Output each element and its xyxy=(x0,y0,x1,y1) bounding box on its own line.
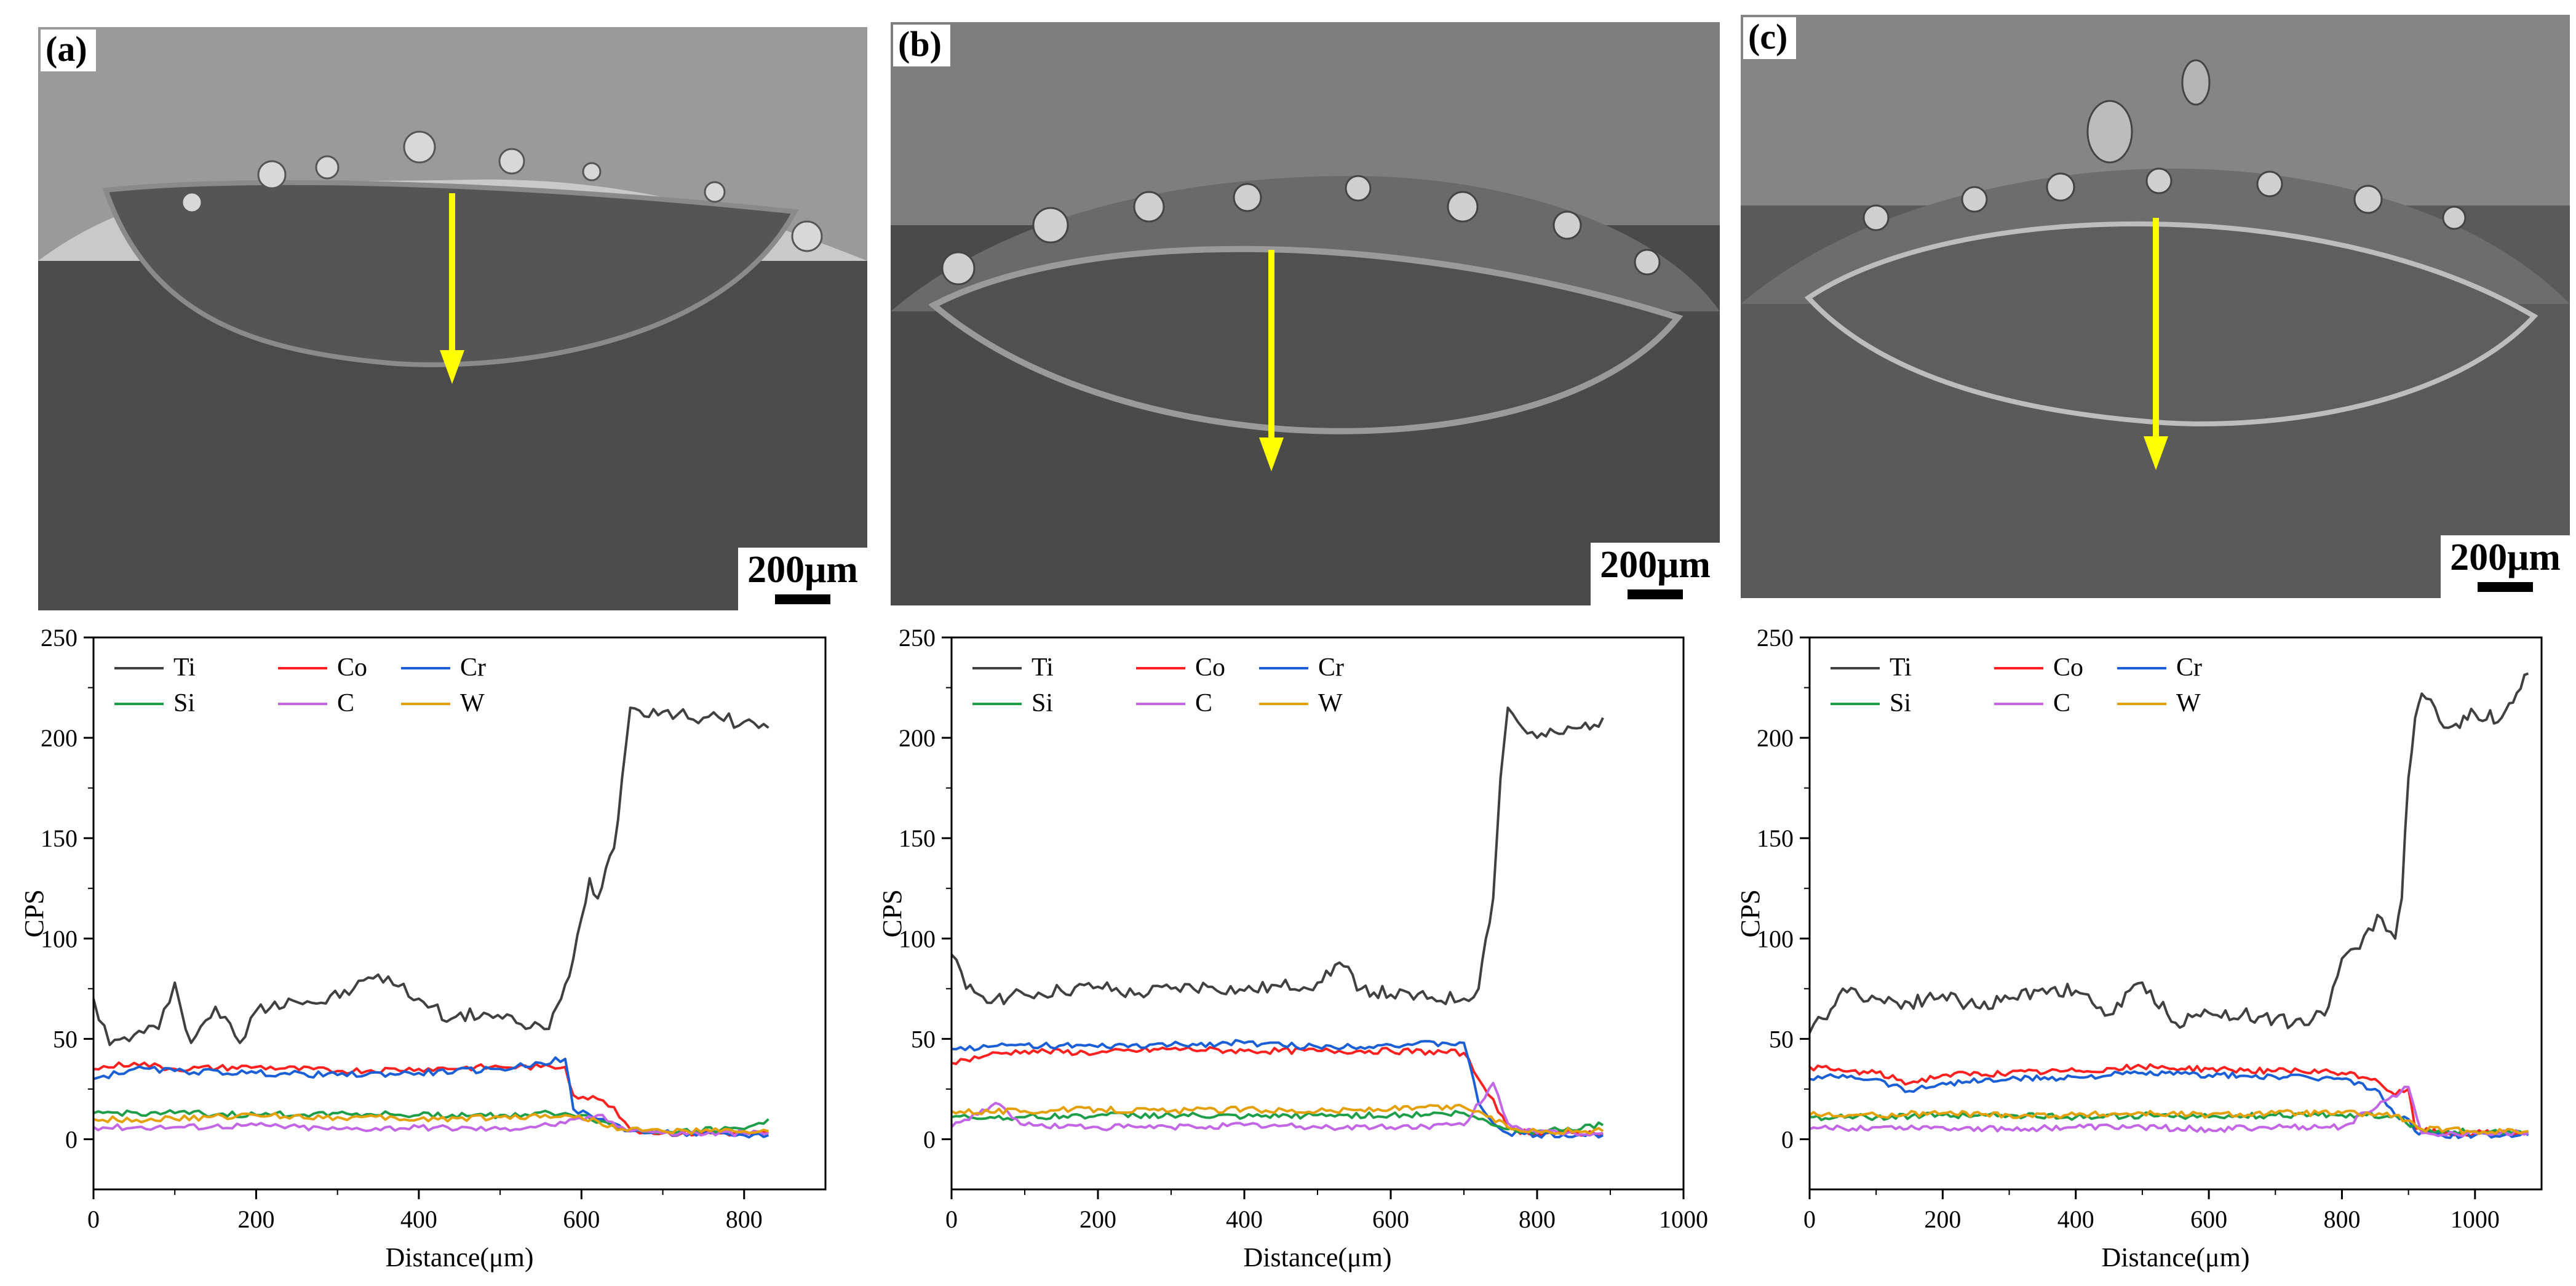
scale-bar-c: 200μm xyxy=(2441,535,2570,598)
y-tick-label: 100 xyxy=(1757,925,1794,953)
x-tick-label: 800 xyxy=(726,1205,763,1233)
sem-image-b-graphic xyxy=(891,22,1720,605)
scale-text-b: 200μm xyxy=(1600,544,1711,586)
sem-image-a-graphic xyxy=(38,27,867,610)
panel-label-b: (b) xyxy=(893,25,950,66)
series-line-si xyxy=(951,1109,1604,1135)
x-tick-label: 400 xyxy=(400,1205,437,1233)
legend-label-w: W xyxy=(1318,689,1343,717)
y-axis-label: CPS xyxy=(19,889,49,937)
line-scan-chart-b: 0 200 400 600 800 1000 0 50 100 150 200 250 Distance… xyxy=(877,624,1708,1272)
panel-label-c: (c) xyxy=(1743,17,1797,59)
sem-image-b: (b) 200μm xyxy=(891,22,1720,605)
plot-frame xyxy=(1808,636,2543,1191)
y-tick-label: 200 xyxy=(1757,724,1794,752)
series-line-co xyxy=(1808,1063,2529,1137)
y-tick-label: 0 xyxy=(65,1125,78,1153)
y-tick-label: 250 xyxy=(899,624,936,652)
series-line-co xyxy=(951,1046,1604,1137)
y-tick-label: 0 xyxy=(1781,1125,1794,1153)
y-tick-label: 150 xyxy=(41,825,78,852)
sem-image-c: (c) 200μm xyxy=(1741,15,2570,598)
scale-text-a: 200μm xyxy=(747,549,858,591)
series-line-cr xyxy=(1809,1070,2529,1140)
y-tick-label: 200 xyxy=(41,724,78,752)
y-tick-label: 150 xyxy=(899,825,936,852)
y-axis-label: CPS xyxy=(877,889,907,937)
legend-label-si: Si xyxy=(1032,689,1053,717)
x-tick-label: 200 xyxy=(1924,1205,1961,1233)
scale-line-c xyxy=(2478,582,2533,592)
x-tick-label: 1000 xyxy=(2451,1205,2500,1233)
line-scan-chart-a: 0 200 400 600 800 0 50 100 150 200 250 Distance(μm)… xyxy=(19,624,827,1272)
x-tick-label: 1000 xyxy=(1659,1205,1708,1233)
x-tick-label: 200 xyxy=(1079,1205,1116,1233)
series-line-ti xyxy=(950,706,1604,1005)
scale-line-a xyxy=(775,594,830,604)
x-tick-label: 800 xyxy=(1519,1205,1556,1233)
scale-bar-b: 200μm xyxy=(1591,543,1720,605)
y-tick-label: 50 xyxy=(53,1025,78,1053)
series-line-c xyxy=(1809,1085,2529,1138)
series-line-cr xyxy=(951,1039,1604,1139)
legend-label-ti: Ti xyxy=(1890,653,1912,682)
sem-image-c-graphic xyxy=(1741,15,2570,598)
legend-label-si: Si xyxy=(1890,689,1911,717)
legend-label-co: Co xyxy=(337,653,367,682)
x-axis-label: Distance(μm) xyxy=(1243,1242,1391,1272)
y-tick-label: 50 xyxy=(911,1025,936,1053)
legend-label-c: C xyxy=(337,689,354,717)
legend-label-c: C xyxy=(2053,689,2070,717)
legend-label-cr: Cr xyxy=(1318,653,1344,682)
series-line-w xyxy=(951,1103,1604,1135)
y-tick-label: 150 xyxy=(1757,825,1794,852)
scale-text-c: 200μm xyxy=(2450,537,2561,578)
y-axis-label: CPS xyxy=(1735,889,1765,937)
legend-label-w: W xyxy=(2176,689,2201,717)
x-tick-label: 600 xyxy=(1372,1205,1409,1233)
x-tick-label: 800 xyxy=(2323,1205,2360,1233)
x-tick-label: 600 xyxy=(2190,1205,2227,1233)
x-tick-label: 400 xyxy=(2057,1205,2094,1233)
sem-image-a: (a) 200μm xyxy=(38,27,867,610)
series-line-c xyxy=(92,1114,769,1138)
line-scan-chart-c: 0 200 400 600 800 1000 0 50 100 150 200 250 Distance… xyxy=(1735,624,2543,1272)
scale-bar-a: 200μm xyxy=(738,548,867,610)
series-line-c xyxy=(950,1082,1604,1137)
y-tick-label: 0 xyxy=(923,1125,936,1153)
x-tick-label: 0 xyxy=(87,1205,100,1233)
legend-label-w: W xyxy=(460,689,485,717)
y-tick-label: 50 xyxy=(1769,1025,1794,1053)
legend-label-ti: Ti xyxy=(1032,653,1054,682)
legend-label-co: Co xyxy=(2053,653,2083,682)
series-line-ti xyxy=(92,706,769,1047)
legend-label-cr: Cr xyxy=(2176,653,2202,682)
y-tick-label: 100 xyxy=(41,925,78,953)
series-line-w xyxy=(93,1112,769,1135)
series-line-w xyxy=(1808,1109,2529,1135)
legend-label-ti: Ti xyxy=(173,653,196,682)
x-axis-label: Distance(μm) xyxy=(385,1242,533,1272)
y-tick-label: 200 xyxy=(899,724,936,752)
plot-frame xyxy=(92,636,827,1191)
legend-label-c: C xyxy=(1195,689,1212,717)
legend-label-cr: Cr xyxy=(460,653,486,682)
y-tick-label: 250 xyxy=(41,624,78,652)
x-tick-label: 400 xyxy=(1226,1205,1263,1233)
y-tick-label: 250 xyxy=(1757,624,1794,652)
panel-label-a: (a) xyxy=(41,30,96,71)
x-axis-label: Distance(μm) xyxy=(2101,1242,2249,1272)
plot-frame xyxy=(950,636,1685,1191)
x-tick-label: 200 xyxy=(237,1205,274,1233)
scale-line-b xyxy=(1628,589,1683,599)
x-tick-label: 0 xyxy=(945,1205,958,1233)
series-line-ti xyxy=(1808,672,2529,1034)
y-tick-label: 100 xyxy=(899,925,936,953)
x-tick-label: 0 xyxy=(1803,1205,1816,1233)
x-tick-label: 600 xyxy=(563,1205,600,1233)
legend-label-co: Co xyxy=(1195,653,1225,682)
legend-label-si: Si xyxy=(173,689,195,717)
